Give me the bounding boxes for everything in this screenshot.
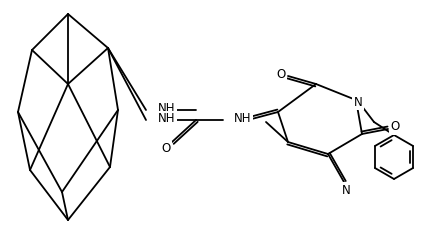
Text: NH: NH <box>158 103 176 115</box>
Text: O: O <box>276 68 286 81</box>
Text: O: O <box>390 121 399 134</box>
Text: N: N <box>342 183 350 197</box>
Text: NH: NH <box>234 113 251 126</box>
Text: O: O <box>161 143 171 156</box>
Text: NH: NH <box>158 113 176 126</box>
Text: N: N <box>353 96 362 108</box>
